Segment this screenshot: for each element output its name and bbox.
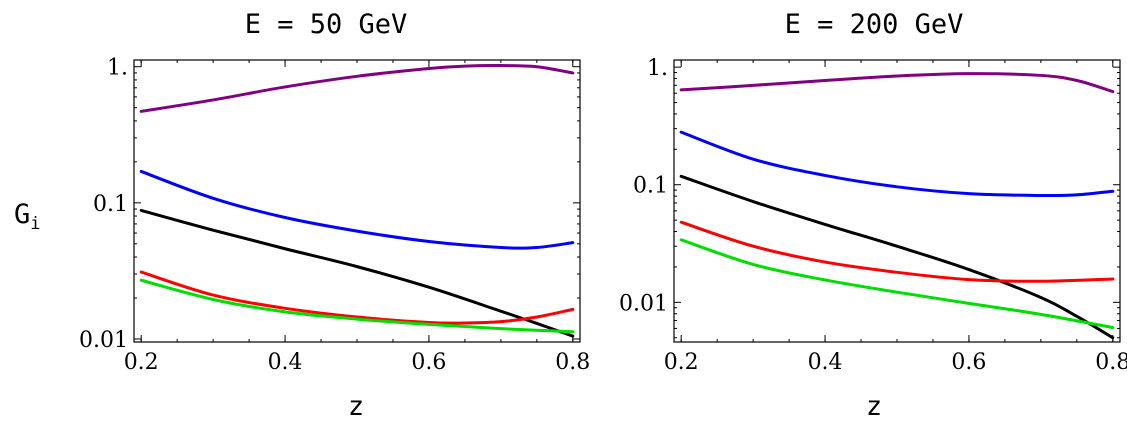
chart-title-right: E = 200 GeV xyxy=(785,9,964,40)
plot-area-left: 0.01 0.1 1. 0.2 0.4 0.6 0.8 xyxy=(79,56,590,375)
y-tick-label-left: 1. xyxy=(107,56,128,81)
y-tick-label-right: 0.01 xyxy=(619,291,668,316)
series-line-green-left xyxy=(139,278,575,334)
series-line-red-right xyxy=(679,220,1115,283)
y-tick-label-left: 0.1 xyxy=(93,192,128,217)
panel-left: E = 50 GeV 0.01 0.1 1. 0.2 0.4 0.6 0.8 z xyxy=(79,9,590,421)
series-line-black-left xyxy=(139,208,575,338)
y-axis-label-main: G xyxy=(14,199,30,230)
x-axis-label-right: z xyxy=(866,391,882,421)
series-line-purple-right xyxy=(679,72,1115,94)
series-line-black-right xyxy=(679,174,1115,340)
series-line-green-right xyxy=(679,238,1115,330)
y-tick-label-left: 0.01 xyxy=(79,328,128,353)
x-tick-label-right: 0.6 xyxy=(951,350,986,375)
x-axis-label-left: z xyxy=(348,391,364,421)
x-tick-label-left: 0.4 xyxy=(268,350,303,375)
x-tick-label-left: 0.8 xyxy=(555,350,590,375)
series-line-blue-right xyxy=(679,130,1115,198)
panel-right: E = 200 GeV 0.01 0.1 1. 0.2 0.4 0.6 0.8 z xyxy=(619,9,1127,421)
x-tick-label-left: 0.6 xyxy=(411,350,446,375)
chart-title-left: E = 50 GeV xyxy=(245,9,408,40)
x-tick-label-right: 0.2 xyxy=(664,350,699,375)
series-line-purple-left xyxy=(139,64,575,113)
series-line-blue-left xyxy=(139,169,575,250)
y-tick-label-right: 0.1 xyxy=(633,174,668,199)
x-tick-label-right: 0.8 xyxy=(1095,350,1127,375)
x-tick-label-left: 0.2 xyxy=(124,350,159,375)
plot-frame-left xyxy=(133,59,581,343)
plot-area-right: 0.01 0.1 1. 0.2 0.4 0.6 0.8 xyxy=(619,56,1127,375)
plot-frame-right xyxy=(673,59,1121,343)
y-axis-label: Gi xyxy=(14,199,41,234)
series-line-red-left xyxy=(139,270,575,325)
y-tick-label-right: 1. xyxy=(647,56,668,81)
y-axis-label-subscript: i xyxy=(30,214,40,234)
x-tick-label-right: 0.4 xyxy=(808,350,843,375)
